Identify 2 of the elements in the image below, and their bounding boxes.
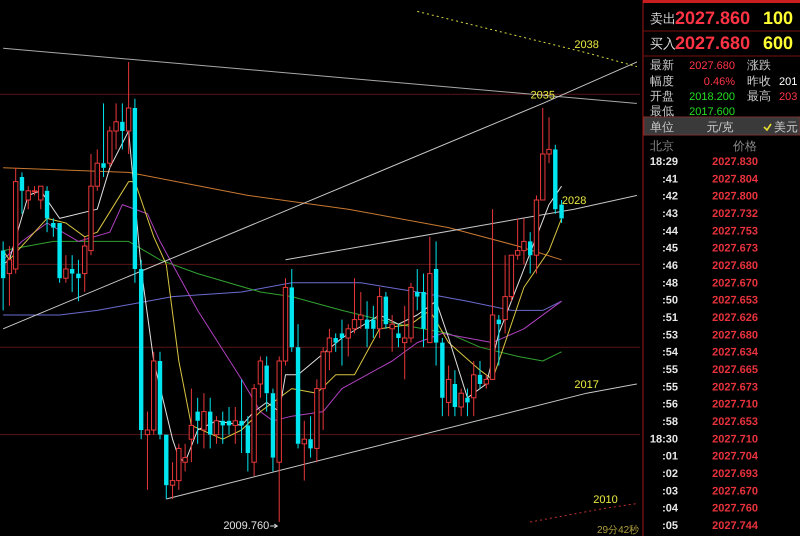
annotation: 29分42秒 [597, 525, 640, 536]
annotation: 2009.760 [223, 520, 270, 532]
